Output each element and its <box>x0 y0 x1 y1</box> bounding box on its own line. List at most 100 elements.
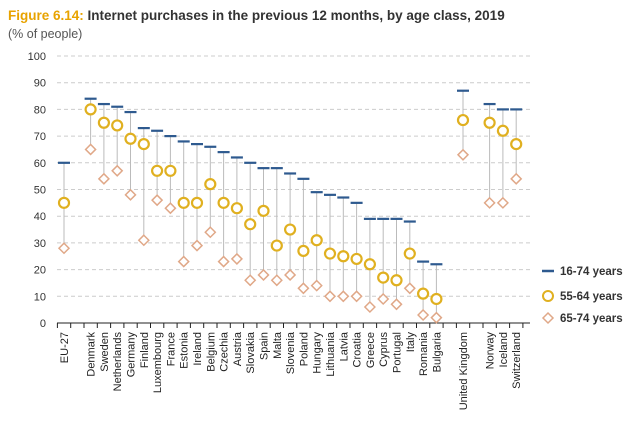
point-55-64 <box>430 292 443 306</box>
title-text: Internet purchases in the previous 12 mo… <box>87 8 505 23</box>
point-55-64 <box>403 247 416 260</box>
y-tick-label: 70 <box>34 131 46 143</box>
point-65-74 <box>151 194 164 207</box>
point-55-64 <box>310 234 323 247</box>
point-55-64 <box>456 113 470 127</box>
point-55-64 <box>97 116 111 129</box>
x-tick-label: Iceland <box>498 332 510 367</box>
x-tick-label: EU-27 <box>59 332 71 363</box>
y-tick-label: 20 <box>34 265 46 277</box>
legend-circle-icon <box>542 290 554 302</box>
x-tick-label: Germany <box>126 332 138 378</box>
point-65-74 <box>137 234 150 247</box>
y-tick-label: 10 <box>34 291 46 303</box>
point-65-74 <box>377 292 390 306</box>
point-65-74 <box>297 282 310 295</box>
point-55-64 <box>270 239 283 252</box>
chart-subtitle: (% of people) <box>8 27 83 41</box>
point-65-74 <box>403 282 416 295</box>
point-65-74 <box>483 196 496 209</box>
y-tick-label: 90 <box>34 78 46 90</box>
x-tick-label: Spain <box>259 332 271 360</box>
point-65-74 <box>417 308 430 322</box>
point-55-64 <box>204 178 217 191</box>
chart-title: Figure 6.14: Internet purchases in the p… <box>8 8 505 23</box>
point-65-74 <box>430 311 443 324</box>
point-55-64 <box>111 119 124 132</box>
x-tick-label: Malta <box>272 331 284 359</box>
x-tick-label: Poland <box>298 332 310 366</box>
point-55-64 <box>483 116 496 129</box>
point-65-74 <box>230 252 243 265</box>
point-65-74 <box>217 255 230 268</box>
point-55-64 <box>217 196 230 209</box>
x-tick-label: Italy <box>405 332 417 353</box>
point-65-74 <box>337 290 350 303</box>
x-tick-label: Lithuania <box>325 331 337 377</box>
point-55-64 <box>337 250 350 263</box>
point-55-64 <box>350 252 363 266</box>
x-tick-label: Luxembourg <box>152 332 164 393</box>
x-tick-label: Bulgaria <box>431 331 443 372</box>
x-tick-label: Norway <box>485 332 497 370</box>
point-55-64 <box>57 196 71 209</box>
x-tick-label: Slovenia <box>285 331 297 374</box>
x-tick-label: United Kingdom <box>458 332 470 410</box>
x-tick-label: Slovakia <box>245 331 257 373</box>
point-65-74 <box>284 268 297 282</box>
point-65-74 <box>310 279 323 292</box>
x-tick-label: Netherlands <box>112 332 124 392</box>
x-tick-label: Switzerland <box>511 332 523 389</box>
point-65-74 <box>244 274 257 287</box>
x-tick-label: Estonia <box>179 331 191 369</box>
y-tick-label: 50 <box>34 185 46 197</box>
x-tick-label: Latvia <box>338 331 350 361</box>
y-tick-label: 80 <box>34 104 46 116</box>
point-55-64 <box>190 196 204 209</box>
point-65-74 <box>270 274 283 287</box>
point-55-64 <box>390 274 403 287</box>
y-tick-label: 100 <box>28 51 46 63</box>
point-55-64 <box>496 124 509 137</box>
point-65-74 <box>204 226 217 239</box>
point-65-74 <box>97 172 110 185</box>
x-tick-label: Hungary <box>312 332 324 374</box>
point-55-64 <box>244 218 257 231</box>
point-55-64 <box>124 132 137 145</box>
point-55-64 <box>363 258 376 271</box>
x-tick-label: Belgium <box>205 332 217 372</box>
point-55-64 <box>177 196 190 209</box>
legend-diamond-icon <box>541 311 555 325</box>
point-55-64 <box>137 138 150 151</box>
x-tick-label: Finland <box>139 332 151 368</box>
point-65-74 <box>111 164 124 177</box>
point-65-74 <box>390 298 403 311</box>
y-tick-label: 40 <box>34 211 46 223</box>
point-55-64 <box>510 138 523 151</box>
legend-label: 65-74 years <box>560 313 623 325</box>
point-65-74 <box>363 300 376 314</box>
x-tick-label: Czechia <box>219 331 231 372</box>
point-55-64 <box>417 287 430 300</box>
point-65-74 <box>496 196 509 209</box>
point-55-64 <box>297 244 310 258</box>
x-tick-label: Denmark <box>86 332 98 377</box>
point-55-64 <box>84 103 97 116</box>
point-65-74 <box>323 290 337 303</box>
x-tick-label: Sweden <box>99 332 111 372</box>
x-tick-label: Portugal <box>392 332 404 373</box>
point-65-74 <box>257 268 270 282</box>
x-tick-label: France <box>165 332 177 366</box>
legend-label: 16-74 years <box>560 266 623 278</box>
point-55-64 <box>230 202 243 215</box>
x-tick-label: Austria <box>232 331 244 366</box>
x-tick-label: Greece <box>365 332 377 368</box>
y-tick-label: 60 <box>34 158 46 170</box>
point-65-74 <box>57 242 71 255</box>
point-65-74 <box>510 172 523 185</box>
point-65-74 <box>84 143 97 156</box>
y-tick-label: 0 <box>40 318 46 330</box>
point-65-74 <box>164 202 177 215</box>
x-tick-label: Cyprus <box>378 332 390 367</box>
y-tick-label: 30 <box>34 238 46 250</box>
